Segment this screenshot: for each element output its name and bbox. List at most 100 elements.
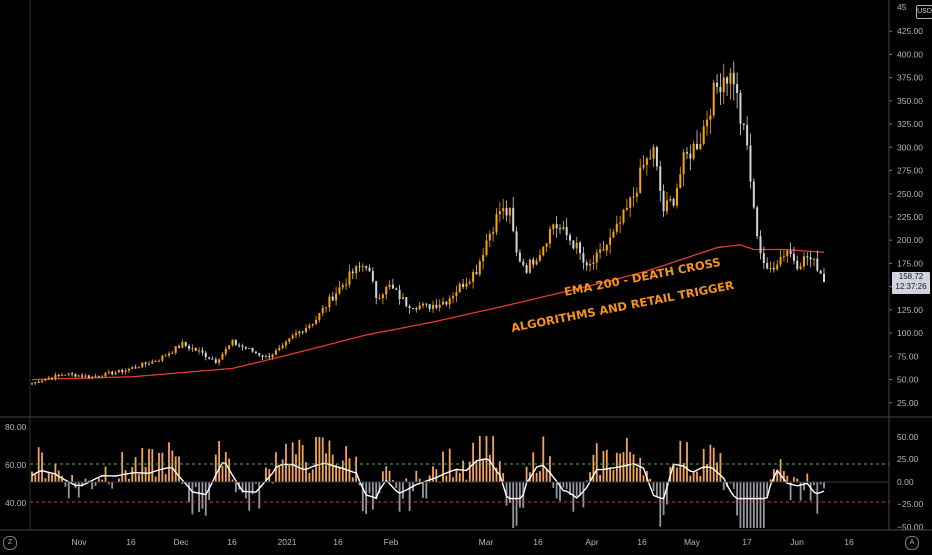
candle-body [529,260,531,273]
histogram-bar [318,437,320,482]
histogram-bar [753,482,755,528]
price-tick-label: 100.00 [897,328,923,338]
histogram-bar [161,453,163,482]
histogram-bar [54,463,56,482]
histogram-bar [258,482,260,509]
candle-body [382,295,384,298]
candle-body [676,188,678,205]
candle-body [188,346,190,349]
candle-body [68,373,70,374]
candle-body [743,124,745,125]
candle-body [108,372,110,373]
candle-body [138,367,140,368]
candle-body [248,348,250,349]
candle-body [292,335,294,338]
histogram-bar [556,482,558,498]
currency-badge[interactable]: USD [916,5,932,19]
histogram-bar [298,440,300,482]
candle-body [612,232,614,238]
candle-body [235,340,237,345]
candle-body [338,287,340,293]
histogram-bar [689,476,691,482]
candle-body [512,208,514,231]
histogram-bar [609,468,611,482]
candle-body [422,304,424,306]
histogram-bar [549,456,551,482]
candle-body [465,283,467,287]
histogram-bar [34,475,36,482]
candle-body [272,355,274,358]
candle-body [455,292,457,296]
histogram-bar [71,475,73,482]
price-tick-label: 325.00 [897,119,923,129]
candle-body [238,345,240,346]
candle-body [526,265,528,273]
histogram-bar [582,482,584,507]
candle-body [121,370,123,372]
candle-body [522,261,524,265]
candle-body [572,241,574,249]
candle-body [118,370,120,373]
histogram-bar [693,471,695,482]
histogram-bar [613,470,615,482]
candle-body [158,361,160,362]
candle-body [392,285,394,289]
candle-body [429,304,431,309]
candle-body [790,251,792,254]
price-tick-label: 175.00 [897,258,923,268]
histogram-bar [643,475,645,482]
candle-body [128,369,130,371]
histogram-bar [188,482,190,502]
candle-body [305,328,307,333]
histogram-bar [552,482,554,488]
histogram-bar [459,473,461,482]
candle-body [736,84,738,93]
histogram-bar [516,482,518,526]
candle-body [783,256,785,257]
histogram-bar [509,482,511,503]
histogram-bar [178,456,180,482]
time-label: Dec [173,537,189,547]
candle-body [552,224,554,229]
candle-body [355,266,357,273]
indicator-right-label: 25.00 [897,454,919,464]
candle-body [335,293,337,300]
histogram-bar [165,474,167,482]
candle-body [31,383,33,384]
histogram-bar [469,462,471,482]
candle-body [619,223,621,224]
candle-body [111,372,113,374]
candle-body [579,243,581,253]
candle-body [469,282,471,284]
candle-body [753,182,755,208]
histogram-bar [415,471,417,482]
candle-body [262,355,264,357]
histogram-bar [195,482,197,487]
candle-body [646,158,648,164]
candle-body [135,367,137,368]
candle-body [432,305,434,309]
candle-body [145,363,147,364]
candle-body [823,274,825,282]
candle-body [649,158,651,159]
timezone-button[interactable]: Z [3,536,17,550]
candle-body [168,354,170,356]
candle-body [726,78,728,84]
auto-scale-button[interactable]: A [905,536,919,550]
candle-body [285,342,287,346]
candle-body [278,348,280,350]
histogram-bar [402,482,404,499]
price-tick-label: 75.00 [897,351,919,361]
histogram-bar [121,452,123,482]
price-tick-label: 225.00 [897,212,923,222]
candle-body [576,243,578,249]
candle-body [345,285,347,286]
price-tick-label: 50.00 [897,375,919,385]
candle-body [643,165,645,168]
candle-body [756,207,758,236]
candle-body [689,154,691,159]
candle-body [51,378,53,379]
histogram-bar [482,459,484,482]
